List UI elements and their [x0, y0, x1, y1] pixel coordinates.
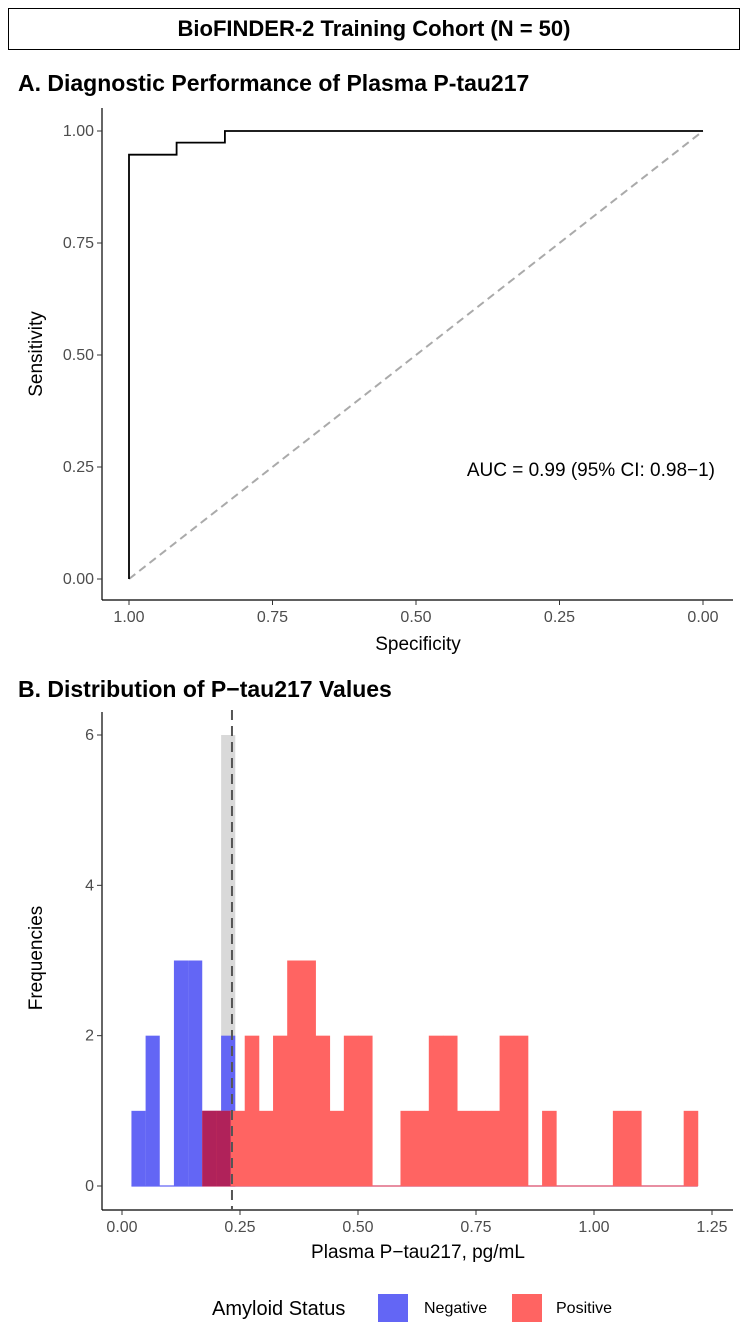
positive-bar [400, 1110, 416, 1186]
hist-x-tick-label: 0.50 [342, 1219, 373, 1236]
hist-y-axis-title: Frequencies [26, 906, 47, 1011]
positive-bar [513, 1035, 529, 1186]
hist-x-tick-label: 1.25 [696, 1219, 727, 1236]
positive-bar [612, 1110, 628, 1186]
positive-bar [428, 1035, 444, 1186]
positive-bar [287, 960, 302, 1186]
positive-bar [329, 1110, 345, 1186]
hist-y-tick-label: 4 [85, 877, 94, 894]
legend-label-positive: Positive [556, 1300, 613, 1317]
hist-x-tick-label: 0.25 [224, 1219, 255, 1236]
positive-bar [273, 1035, 288, 1186]
legend-key-negative [378, 1294, 408, 1322]
positive-bar [457, 1110, 472, 1186]
positive-bar [343, 1035, 359, 1186]
roc-y-axis-title: Sensitivity [26, 311, 47, 397]
roc-y-tick-label: 1.00 [63, 123, 94, 140]
hist-x-tick-label: 0.00 [106, 1219, 137, 1236]
charts-canvas: 0.00 0.25 0.50 0.75 1.00 1.00 0.75 0.50 0.25 0.00… [26, 108, 733, 1263]
roc-y-tick-label: 0.25 [63, 459, 94, 476]
cohort-header: BioFINDER-2 Training Cohort (N = 50) [8, 8, 740, 50]
roc-x-tick-label: 1.00 [113, 609, 144, 626]
negative-bar [173, 960, 189, 1186]
hist-x-tick-label: 0.75 [460, 1219, 491, 1236]
panel-a-title: A. Diagnostic Performance of Plasma P-ta… [18, 70, 530, 96]
auc-annotation: AUC = 0.99 (95% CI: 0.98−1) [467, 460, 715, 481]
roc-y-tick-label: 0.75 [63, 235, 94, 252]
legend-label-negative: Negative [424, 1300, 488, 1317]
positive-bar [315, 1035, 331, 1186]
roc-x-tick-label: 0.00 [687, 609, 718, 626]
positive-bar [499, 1035, 515, 1186]
positive-bar [542, 1110, 557, 1186]
negative-bar [145, 1035, 160, 1186]
roc-y-tick-label: 0.00 [63, 571, 94, 588]
positive-bar [442, 1035, 458, 1186]
positive-bar [258, 1110, 274, 1186]
positive-bar [244, 1035, 260, 1186]
positive-bar [358, 1035, 373, 1186]
cohort-header-title: BioFINDER-2 Training Cohort (N = 50) [177, 16, 571, 41]
positive-bar [414, 1110, 430, 1186]
overlap-bar [202, 1110, 217, 1186]
negative-bar [131, 1110, 146, 1186]
hist-y-tick-label: 2 [85, 1028, 94, 1045]
positive-bar [230, 1110, 246, 1186]
hist-y-tick-label: 0 [85, 1178, 94, 1195]
roc-x-axis-title: Specificity [375, 634, 461, 655]
hist-x-axis-title: Plasma P−tau217, pg/mL [311, 1242, 525, 1263]
panel-b-title: B. Distribution of P−tau217 Values [18, 676, 392, 702]
legend-title: Amyloid Status [212, 1298, 346, 1320]
positive-bar [627, 1110, 642, 1186]
roc-curve-line [128, 130, 703, 579]
roc-x-tick-label: 0.50 [400, 609, 431, 626]
overlap-bar [216, 1110, 231, 1186]
roc-y-tick-label: 0.50 [63, 347, 94, 364]
positive-bar [471, 1110, 486, 1186]
roc-reference-diagonal [128, 130, 704, 580]
positive-bar [485, 1110, 500, 1186]
hist-x-tick-label: 1.00 [578, 1219, 609, 1236]
negative-bar [188, 960, 203, 1186]
roc-x-tick-label: 0.25 [544, 609, 575, 626]
positive-bar [683, 1110, 699, 1186]
positive-bar [301, 960, 316, 1186]
roc-x-tick-label: 0.75 [257, 609, 288, 626]
legend-key-positive [512, 1294, 542, 1322]
legend: Amyloid Status Negative Positive [0, 1294, 750, 1322]
hist-y-tick-label: 6 [85, 727, 94, 744]
